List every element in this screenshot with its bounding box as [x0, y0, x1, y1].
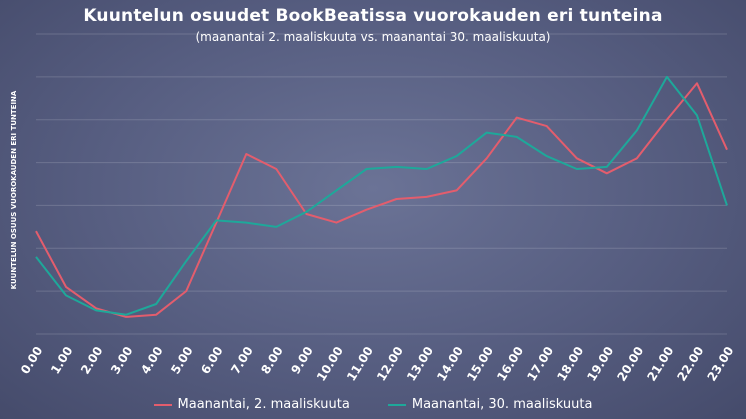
x-tick-label: 6.00 — [198, 344, 226, 377]
x-axis-ticks: 0.00 1.00 2.00 3.00 4.00 5.00 6.00 7.00 8.00 9.00… — [18, 344, 737, 384]
x-tick-label: 2.00 — [78, 344, 106, 377]
x-tick-label: 21.00 — [644, 344, 676, 384]
series-lines — [35, 75, 728, 318]
x-tick-label: 13.00 — [404, 344, 436, 384]
legend-item-series-1: Maanantai, 2. maaliskuuta — [153, 397, 350, 412]
legend-swatch-series-1 — [153, 403, 172, 406]
legend-label-series-1: Maanantai, 2. maaliskuuta — [177, 397, 350, 412]
legend-item-series-2: Maanantai, 30. maaliskuuta — [387, 397, 593, 412]
x-tick-label: 23.00 — [705, 344, 737, 384]
x-tick-label: 0.00 — [18, 344, 46, 377]
x-tick-label: 10.00 — [314, 344, 346, 384]
x-tick-label: 19.00 — [584, 344, 616, 384]
series-line-2 — [35, 75, 728, 316]
x-tick-label: 11.00 — [344, 344, 376, 384]
legend-swatch-series-2 — [387, 403, 406, 406]
chart-subtitle: (maanantai 2. maaliskuuta vs. maanantai … — [195, 30, 551, 44]
x-tick-label: 17.00 — [524, 344, 556, 384]
x-tick-label: 18.00 — [554, 344, 586, 384]
gridlines — [36, 33, 727, 335]
x-tick-label: 5.00 — [168, 344, 196, 377]
chart-title: Kuuntelun osuudet BookBeatissa vuorokaud… — [83, 6, 663, 26]
series-line-1 — [35, 82, 728, 318]
x-tick-label: 14.00 — [434, 344, 466, 384]
legend-label-series-2: Maanantai, 30. maaliskuuta — [411, 397, 593, 412]
x-tick-label: 15.00 — [464, 344, 496, 384]
x-tick-label: 4.00 — [138, 344, 166, 377]
x-tick-label: 3.00 — [108, 344, 136, 377]
legend: Maanantai, 2. maaliskuuta Maanantai, 30.… — [0, 397, 746, 412]
x-tick-label: 16.00 — [494, 344, 526, 384]
x-tick-label: 22.00 — [674, 344, 706, 384]
x-tick-label: 12.00 — [374, 344, 406, 384]
x-tick-label: 20.00 — [614, 344, 646, 384]
x-tick-label: 7.00 — [228, 344, 256, 377]
x-tick-label: 1.00 — [48, 344, 76, 377]
x-tick-label: 8.00 — [258, 344, 286, 377]
x-tick-label: 9.00 — [288, 344, 316, 377]
